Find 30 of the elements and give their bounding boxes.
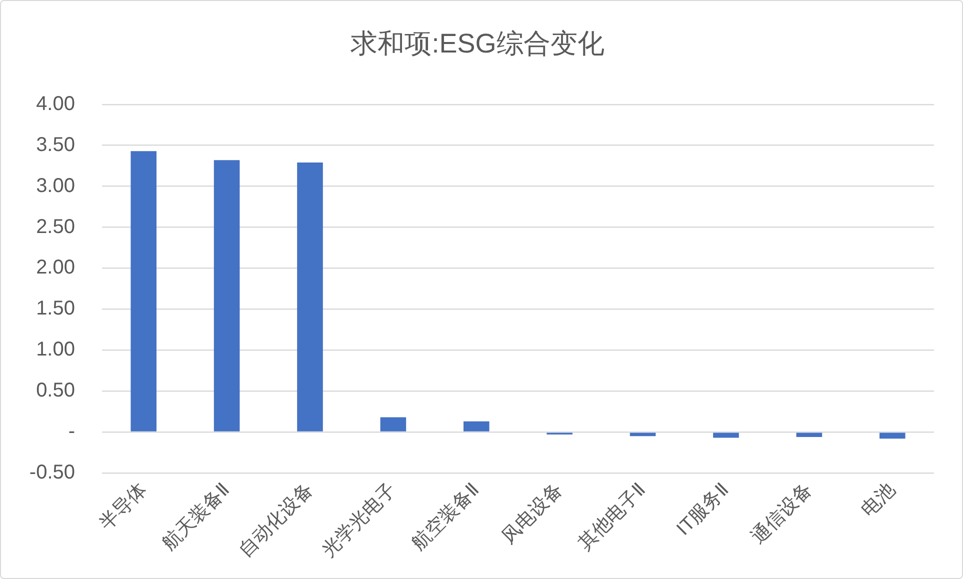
y-tick-label: 1.50 xyxy=(36,298,75,320)
y-tick-label: 2.50 xyxy=(36,216,75,238)
x-tick-label: 航天装备Ⅱ xyxy=(158,478,234,555)
bar xyxy=(214,160,240,432)
y-tick-label: 0.50 xyxy=(36,380,75,402)
bar xyxy=(380,417,406,432)
y-tick-label: 1.00 xyxy=(36,338,75,361)
bar xyxy=(297,162,323,432)
y-tick-label: - xyxy=(68,420,75,443)
y-tick-label: 4.00 xyxy=(36,92,75,115)
bar xyxy=(130,151,156,432)
y-tick-label: 3.50 xyxy=(36,134,75,156)
bar xyxy=(880,432,906,439)
x-tick-label: 其他电子Ⅱ xyxy=(574,479,650,555)
bar xyxy=(464,421,490,432)
bar xyxy=(796,432,822,437)
x-tick-label: IT服务Ⅱ xyxy=(672,479,734,540)
y-tick-label: 3.00 xyxy=(36,174,75,197)
bar xyxy=(630,432,656,436)
bar xyxy=(713,432,739,438)
x-tick-label: 电池 xyxy=(858,479,900,522)
x-tick-label: 自动化设备 xyxy=(235,479,318,562)
y-tick-label: -0.50 xyxy=(29,462,75,484)
x-tick-label: 半导体 xyxy=(96,479,151,535)
x-tick-label: 光学光电子 xyxy=(318,479,400,562)
x-tick-label: 通信设备 xyxy=(748,479,816,548)
x-tick-label: 风电设备 xyxy=(498,479,567,548)
x-tick-label: 航空装备Ⅱ xyxy=(408,478,484,555)
chart-title: 求和项:ESG综合变化 xyxy=(350,28,604,59)
y-tick-label: 2.00 xyxy=(36,256,75,279)
